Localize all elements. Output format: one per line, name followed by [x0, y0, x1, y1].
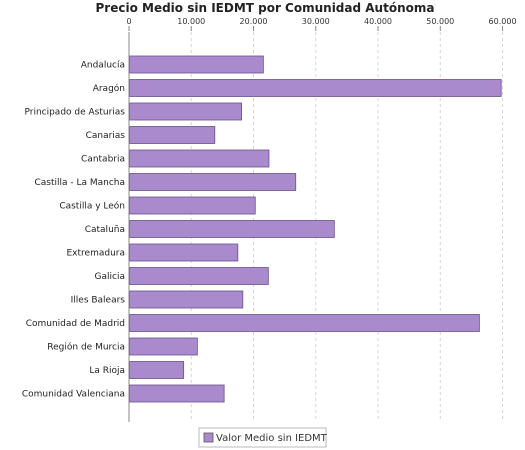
bar: [129, 290, 244, 309]
bar: [129, 55, 264, 74]
category-label: Región de Murcia: [47, 342, 125, 353]
bar: [129, 361, 185, 379]
category-label: Castilla y León: [59, 201, 125, 212]
bar: [129, 220, 335, 238]
bar: [129, 149, 270, 168]
bar: [129, 337, 198, 356]
x-tick-label: 10.000: [177, 17, 205, 26]
bar: [129, 126, 216, 144]
category-label: Andalucía: [81, 61, 125, 71]
x-tick-label: 0: [126, 17, 131, 26]
category-label: Cataluña: [85, 225, 125, 235]
bar: [129, 173, 297, 191]
category-label: Principado de Asturias: [24, 108, 125, 118]
bar: [129, 79, 502, 97]
category-label: Cantabria: [81, 155, 125, 165]
category-label: Comunidad de Madrid: [26, 319, 125, 329]
legend-frame: [198, 427, 327, 448]
category-labels: Andalucía Aragón Principado de Asturias Can…: [22, 61, 125, 400]
category-label: Aragón: [93, 83, 125, 94]
bar: [129, 196, 256, 215]
bar: [129, 314, 480, 332]
bar: [129, 243, 239, 262]
x-tick-label: 50.000: [426, 17, 454, 26]
legend-swatch: [203, 432, 214, 443]
x-axis-ticks: 0 10.000 20.000 30.000 40.000 50.000 60.000: [126, 17, 517, 31]
x-tick-label: 20.000: [240, 17, 268, 26]
x-tick-label: 30.000: [302, 17, 330, 26]
bar: [129, 267, 269, 285]
x-tick-label: 40.000: [364, 17, 392, 26]
category-label: Canarias: [86, 131, 126, 141]
category-label: Galicia: [95, 272, 125, 282]
legend-label: Valor Medio sin IEDMT: [216, 433, 328, 444]
bar: [129, 102, 242, 121]
x-tick-label: 60.000: [489, 17, 517, 26]
category-label: Castilla - La Mancha: [34, 178, 125, 188]
chart-title: Precio Medio sin IEDMT por Comunidad Aut…: [96, 1, 435, 15]
legend: Valor Medio sin IEDMT: [198, 427, 328, 448]
category-label: La Rioja: [89, 366, 125, 376]
category-label: Illes Balears: [71, 296, 126, 306]
category-label: Extremadura: [67, 249, 126, 259]
bars: [129, 55, 502, 403]
category-label: Comunidad Valenciana: [22, 390, 125, 400]
bar: [129, 384, 225, 403]
